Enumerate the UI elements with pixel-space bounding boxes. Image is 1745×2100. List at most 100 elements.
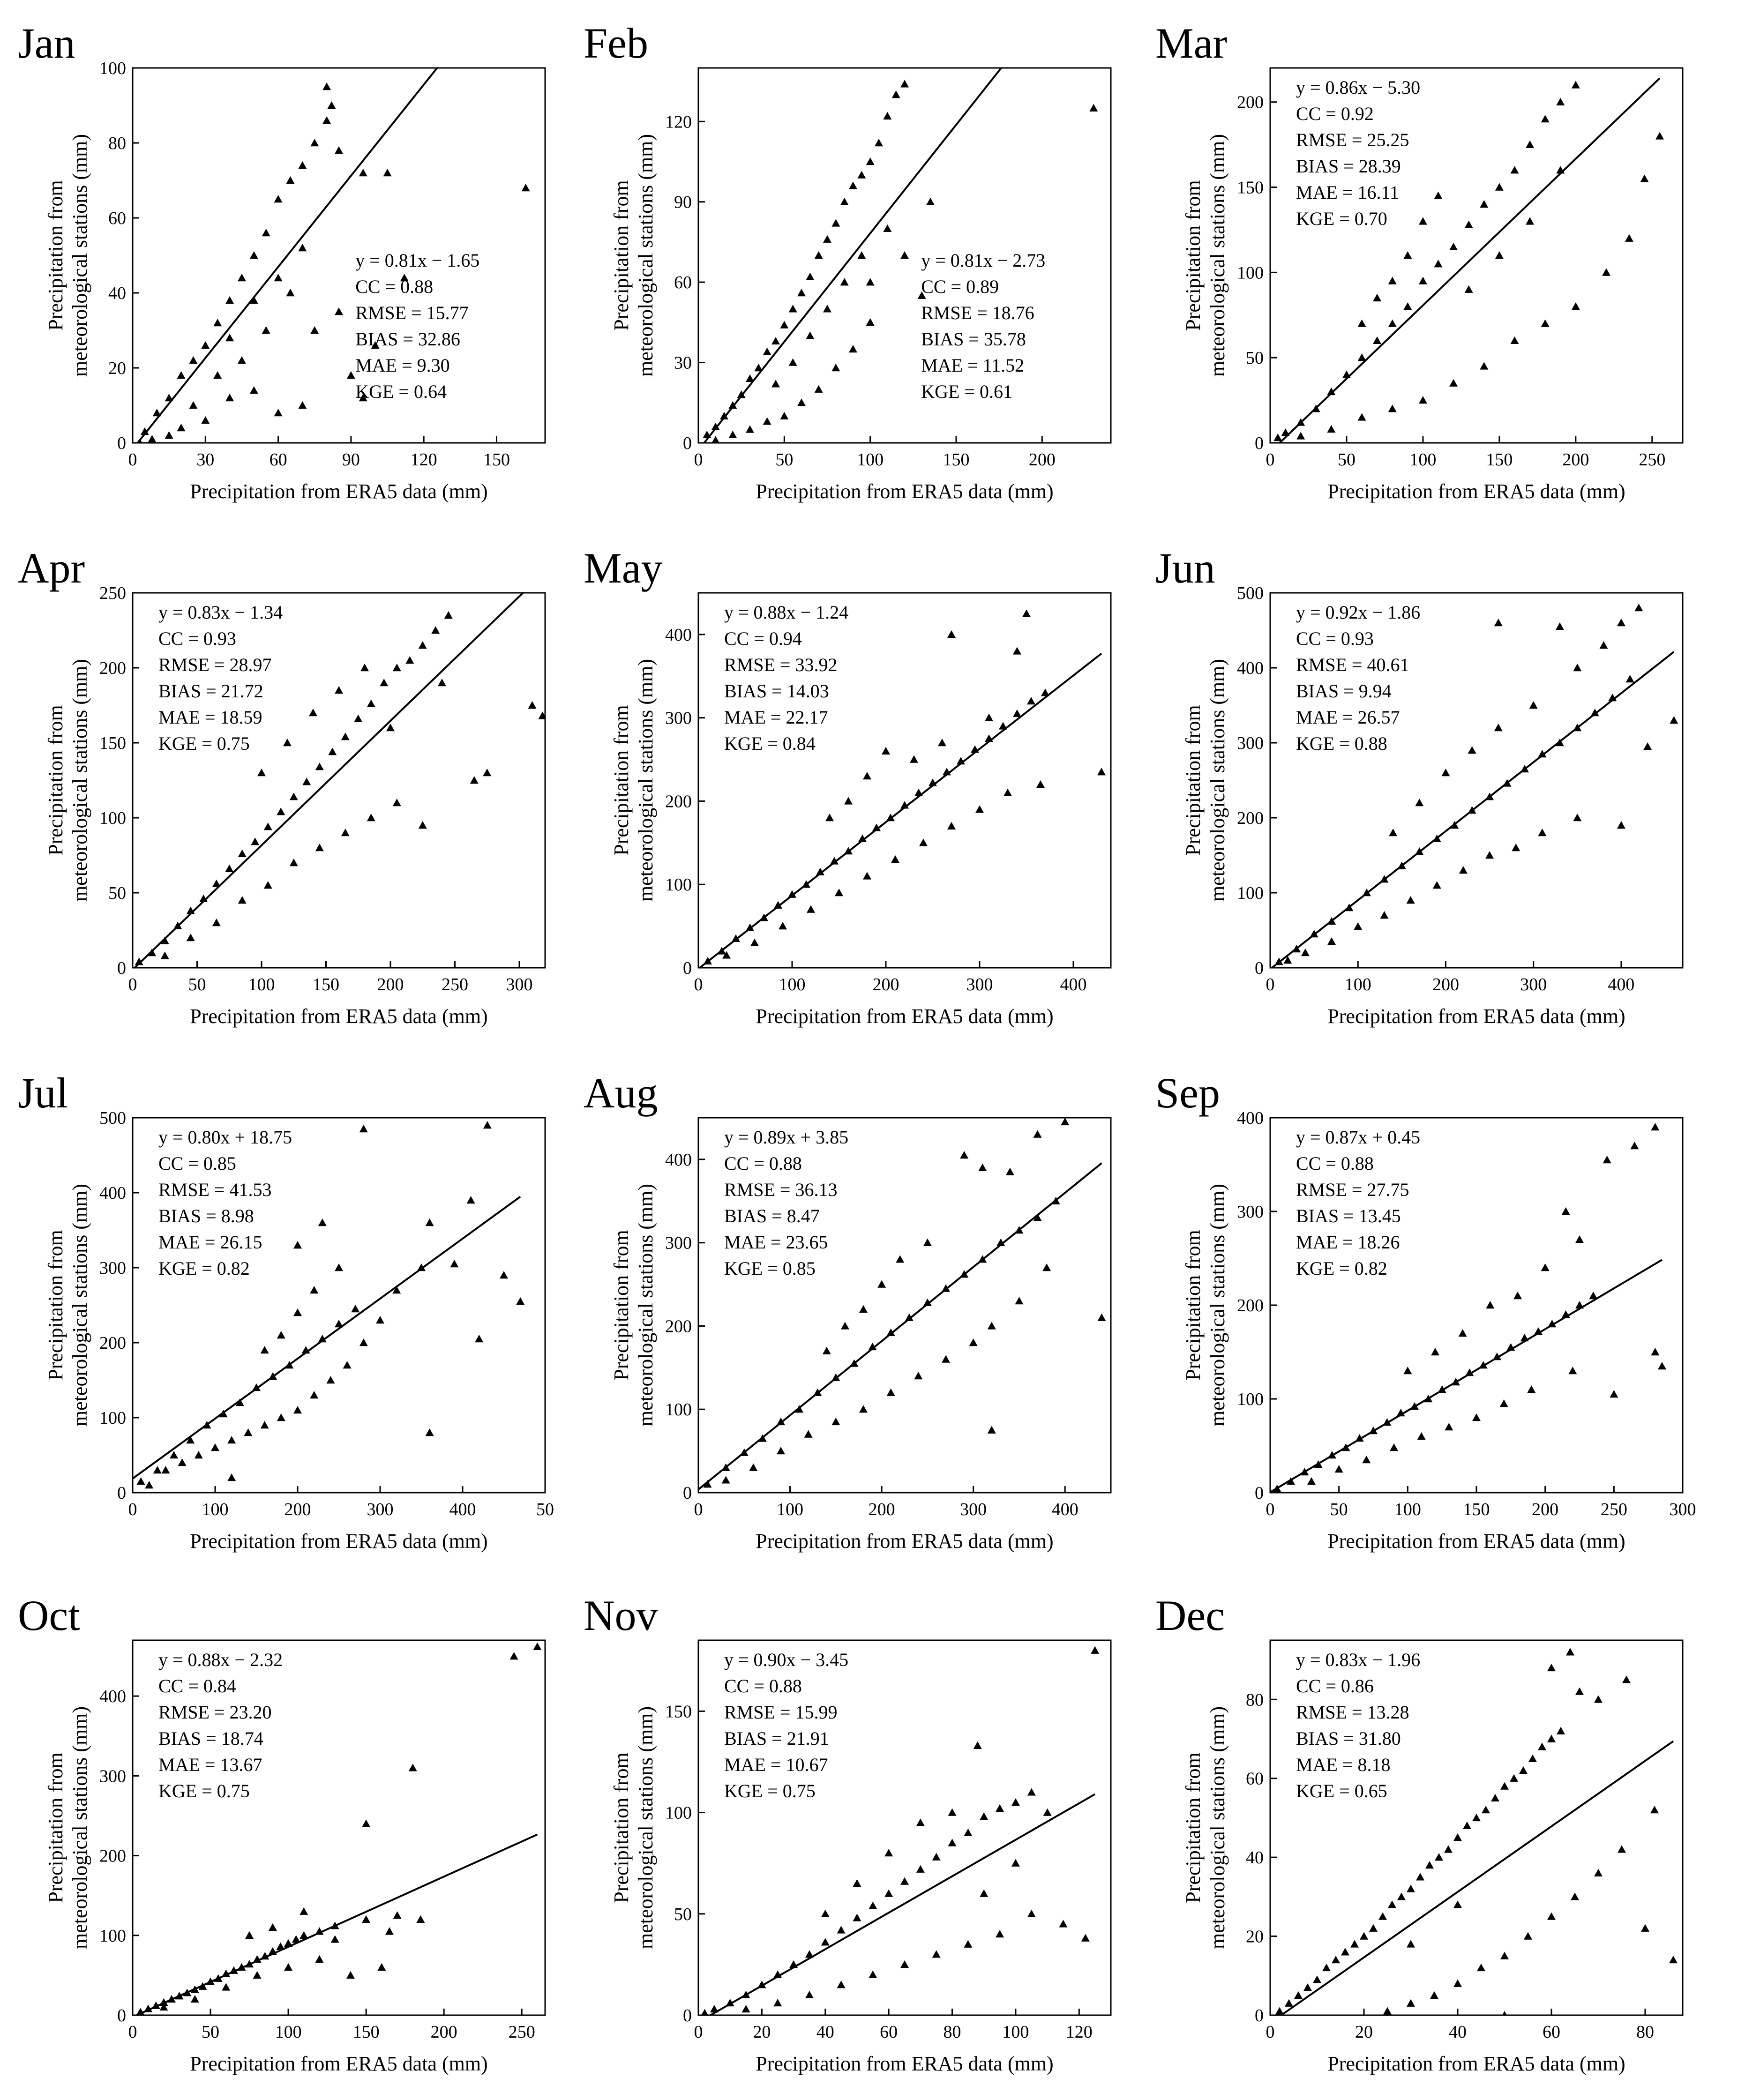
stat-cc: CC = 0.94 — [724, 628, 802, 649]
stat-value: y = 0.83x − 1.34 — [158, 602, 283, 623]
data-point — [923, 1238, 932, 1246]
data-point — [942, 1355, 950, 1363]
y-axis-title-line2: meteorological stations (mm) — [1206, 659, 1229, 902]
x-axis-title: Precipitation from ERA5 data (mm) — [756, 1530, 1053, 1553]
stat-mae: MAE = 26.57 — [1296, 707, 1400, 728]
y-tick-label: 100 — [99, 808, 126, 828]
data-point — [746, 425, 754, 433]
panel-apr: Apr 0 50 100 150 200 250 300 0 50 100 150 200 250 Prec… — [18, 544, 546, 1028]
data-point — [1449, 242, 1458, 251]
data-point — [1541, 319, 1550, 327]
data-point — [1524, 1932, 1532, 1940]
stat-prefix: KGE = — [921, 381, 980, 402]
data-point — [538, 711, 545, 719]
data-point — [1651, 1348, 1660, 1356]
data-point — [1089, 104, 1098, 112]
stat-prefix: RMSE = — [1296, 1702, 1367, 1723]
stat-prefix: MAE = — [158, 1754, 220, 1775]
y-tick-label: 300 — [99, 1258, 126, 1278]
data-point — [393, 1911, 402, 1919]
stat-value: 28.39 — [1359, 156, 1401, 177]
data-point — [213, 371, 222, 379]
y-tick-label: 0 — [117, 433, 126, 453]
data-point — [1594, 1695, 1603, 1703]
data-point — [1617, 619, 1625, 627]
stat-value: 8.18 — [1357, 1754, 1390, 1775]
stat-mae: MAE = 23.65 — [724, 1232, 828, 1253]
data-point — [310, 1286, 319, 1294]
data-point — [1432, 881, 1441, 889]
data-point — [160, 936, 169, 944]
data-point — [136, 1477, 145, 1485]
stat-mae: MAE = 26.15 — [158, 1232, 262, 1253]
stat-value: 10.67 — [786, 1754, 828, 1775]
data-point — [1357, 353, 1366, 361]
data-point — [1617, 821, 1625, 829]
stat-kge: KGE = 0.64 — [355, 381, 447, 402]
data-point — [1416, 1873, 1424, 1881]
y-axis-title-line2: meteorological stations (mm) — [634, 1706, 657, 1949]
x-tick-label: 40 — [816, 2022, 834, 2042]
x-tick-label: 400 — [449, 1500, 476, 1519]
data-point — [1388, 404, 1397, 412]
data-point — [1495, 251, 1504, 259]
data-point — [425, 1428, 434, 1436]
stat-prefix: BIAS = — [1296, 1205, 1359, 1226]
panel-may: May 0 100 200 300 400 0 100 200 300 400 Precipitati… — [584, 544, 1112, 1028]
data-point — [225, 296, 234, 304]
data-point — [1568, 1367, 1577, 1375]
data-point — [788, 358, 797, 366]
data-point — [276, 1942, 285, 1950]
data-point — [1538, 1742, 1546, 1750]
data-point — [821, 1909, 830, 1917]
data-point — [227, 1473, 236, 1481]
y-tick-label: 500 — [1237, 583, 1264, 603]
data-point — [1341, 1948, 1349, 1956]
data-point — [1480, 200, 1489, 208]
data-point — [964, 1940, 973, 1948]
data-point — [1350, 1940, 1359, 1948]
x-tick-label: 20 — [1355, 2022, 1373, 2042]
data-point — [1599, 641, 1608, 649]
data-points — [1273, 1123, 1666, 1493]
data-point — [509, 1652, 518, 1660]
data-point — [249, 296, 258, 304]
data-point — [1538, 750, 1547, 758]
y-axis-title-line2: meteorological stations (mm) — [634, 659, 657, 902]
stat-value: 0.93 — [1341, 628, 1374, 649]
y-axis-title-line1: Precipitation from — [610, 180, 633, 330]
x-tick-label: 50 — [188, 975, 206, 994]
data-point — [741, 2005, 750, 2013]
y-axis-title-line2: meteorological stations (mm) — [1206, 1184, 1229, 1427]
y-tick-label: 200 — [99, 1333, 126, 1353]
data-point — [1602, 268, 1611, 276]
y-tick-label: 60 — [108, 209, 126, 228]
stat-eq: y = 0.80x + 18.75 — [158, 1127, 292, 1148]
stat-value: 8.98 — [221, 1205, 254, 1226]
y-tick-label: 150 — [99, 733, 126, 753]
data-point — [376, 1316, 384, 1324]
x-tick-label: 300 — [960, 1500, 987, 1519]
stat-bias: BIAS = 9.94 — [1296, 680, 1392, 702]
data-point — [754, 364, 763, 372]
data-point — [225, 394, 234, 402]
data-point — [1061, 1118, 1070, 1126]
stat-value: 33.92 — [795, 654, 837, 675]
x-tick-label: 150 — [313, 975, 339, 994]
data-point — [135, 957, 143, 965]
data-point — [286, 176, 295, 184]
plot-frame — [697, 1117, 1112, 1494]
data-point — [771, 336, 780, 345]
x-tick-label: 60 — [880, 2022, 898, 2042]
data-point — [825, 814, 834, 822]
data-point — [263, 881, 272, 889]
data-points — [704, 609, 1106, 964]
data-point — [1622, 1675, 1631, 1683]
stat-value: 21.91 — [787, 1728, 829, 1749]
data-point — [293, 1406, 302, 1414]
x-tick-label: 200 — [285, 1500, 311, 1519]
regression-line — [133, 1196, 521, 1480]
y-tick-label: 300 — [665, 709, 692, 728]
data-point — [721, 1476, 730, 1484]
data-point — [225, 334, 234, 342]
